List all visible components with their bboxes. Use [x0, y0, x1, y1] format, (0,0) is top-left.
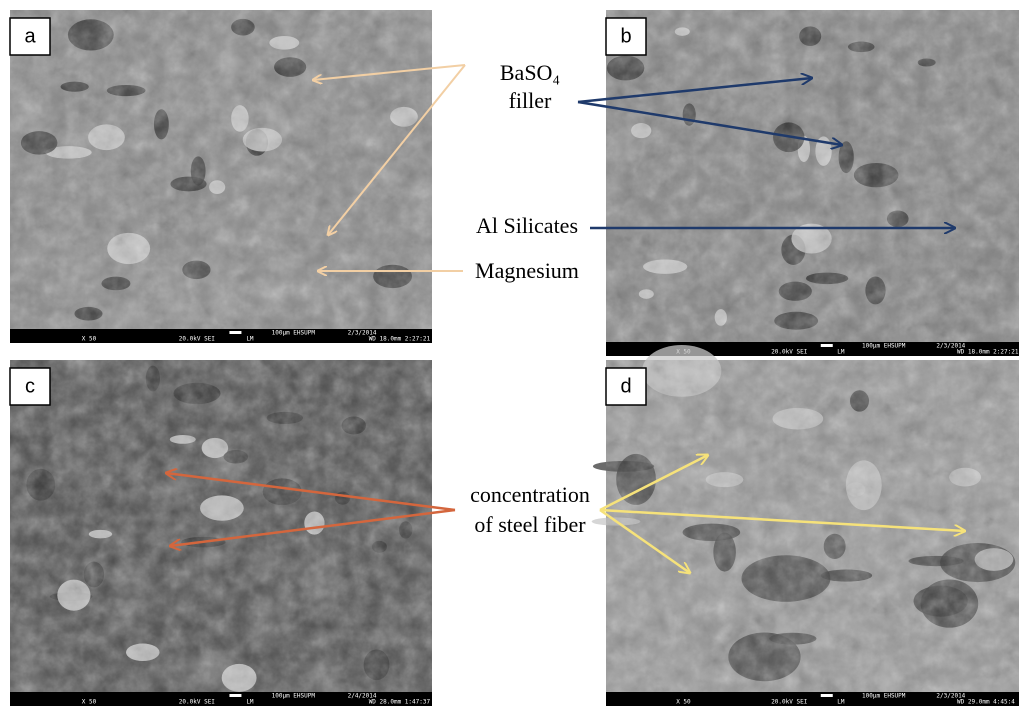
info-text: 100µm EHSUPM — [862, 343, 906, 350]
info-text: WD 18.0mm 2:27:21 — [957, 349, 1019, 356]
info-text: LM — [837, 349, 845, 356]
image-noise — [606, 10, 1019, 356]
image-noise — [606, 360, 1019, 706]
info-text: 100µm EHSUPM — [862, 693, 906, 700]
info-text: WD 29.0mm 4:45:4 — [957, 699, 1015, 706]
annotation: filler — [509, 88, 552, 113]
annotation: concentration — [470, 482, 590, 507]
image-noise — [10, 10, 432, 343]
info-text: X 50 — [82, 336, 97, 343]
info-text: X 50 — [676, 699, 691, 706]
scale-bar — [229, 694, 241, 697]
panel-label: b — [620, 25, 631, 47]
panel-label: a — [24, 25, 36, 47]
figure: X 5020.0kV SEILM100µm EHSUPM2/3/2014WD 1… — [0, 0, 1019, 708]
info-text: X 50 — [82, 699, 97, 706]
info-text: LM — [837, 699, 845, 706]
annotation: Magnesium — [475, 258, 579, 283]
annotation: Al Silicates — [476, 213, 578, 238]
info-text: WD 18.0mm 2:27:21 — [369, 336, 431, 343]
info-text: 100µm EHSUPM — [272, 330, 316, 337]
info-text: 100µm EHSUPM — [272, 693, 316, 700]
scale-bar — [821, 344, 833, 347]
info-text: 20.0kV SEI — [771, 699, 808, 706]
scale-bar — [821, 694, 833, 697]
annotation: BaSO₄ — [500, 60, 560, 85]
scale-bar — [229, 331, 241, 334]
info-text: 20.0kV SEI — [179, 336, 216, 343]
info-text: WD 28.0mm 1:47:37 — [369, 699, 431, 706]
info-text: 20.0kV SEI — [179, 699, 216, 706]
info-text: LM — [246, 699, 254, 706]
annotation: of steel fiber — [474, 512, 586, 537]
info-text: LM — [246, 336, 254, 343]
panel-label: d — [620, 375, 631, 397]
info-text: 20.0kV SEI — [771, 349, 808, 356]
image-noise — [10, 360, 432, 706]
panel-label: c — [25, 375, 35, 397]
